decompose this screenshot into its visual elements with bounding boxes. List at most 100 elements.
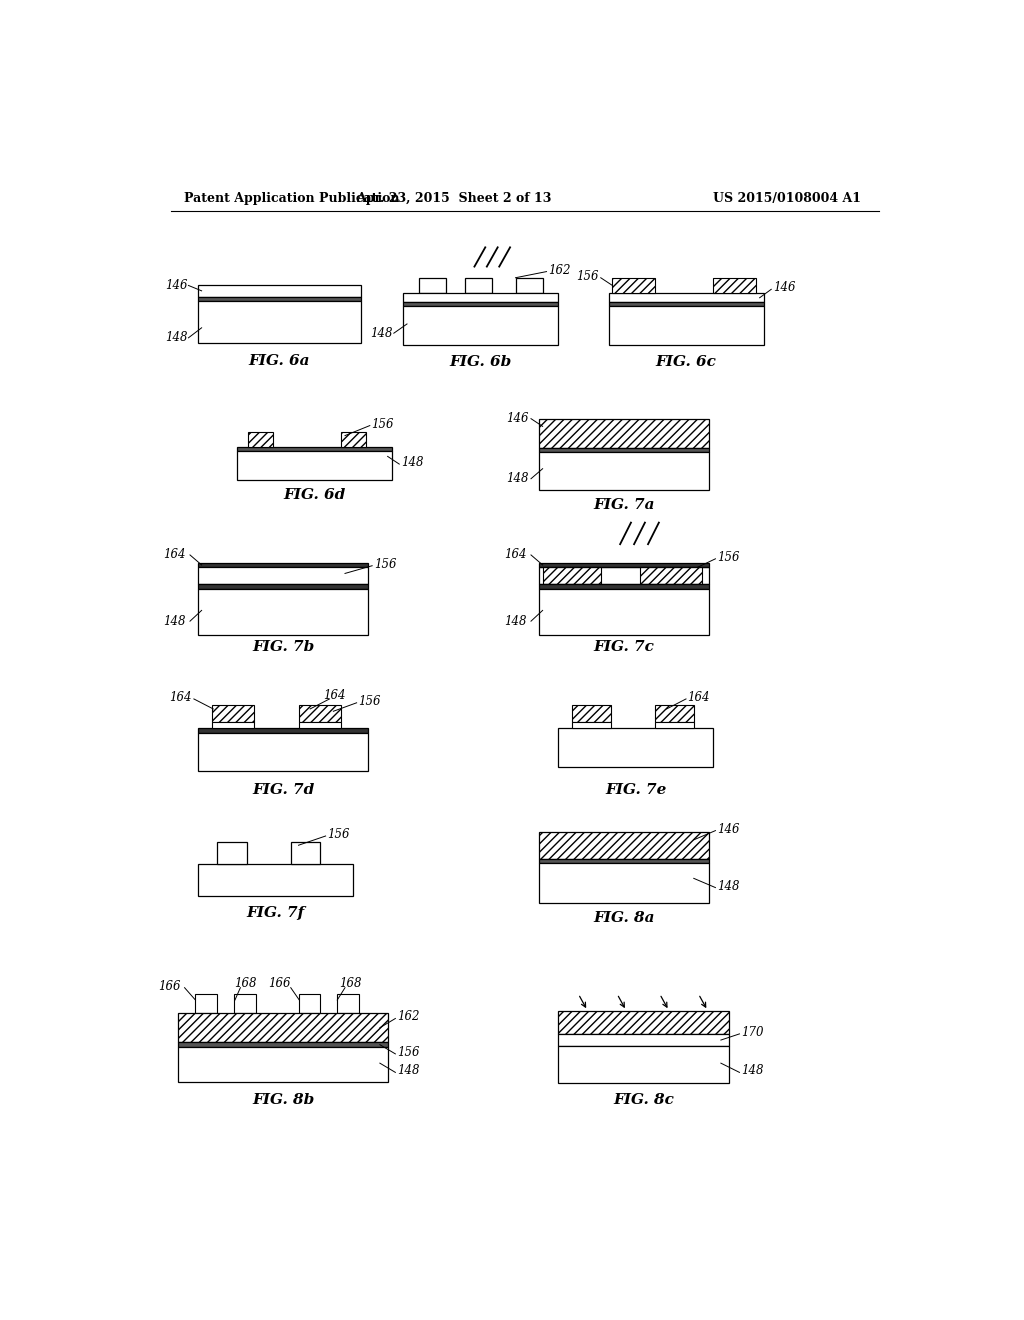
Bar <box>539 585 710 589</box>
Bar <box>178 1047 388 1081</box>
Bar <box>558 1047 729 1084</box>
Text: 148: 148 <box>164 615 186 628</box>
Bar <box>198 562 369 568</box>
Bar <box>539 859 710 863</box>
Bar <box>403 302 558 306</box>
Bar <box>539 568 710 585</box>
Bar <box>403 306 558 345</box>
Text: 148: 148 <box>397 1064 420 1077</box>
Bar <box>341 432 366 447</box>
Bar <box>198 568 369 585</box>
Bar <box>178 1043 388 1047</box>
Text: FIG. 7f: FIG. 7f <box>246 906 304 920</box>
Bar <box>198 729 369 733</box>
Text: 164: 164 <box>324 689 346 702</box>
Bar <box>419 277 445 293</box>
Bar <box>465 277 493 293</box>
Bar <box>539 832 710 859</box>
Text: 146: 146 <box>773 281 796 294</box>
Bar <box>539 451 710 490</box>
Bar <box>212 722 254 729</box>
Bar <box>539 589 710 635</box>
Text: 170: 170 <box>741 1026 764 1039</box>
Text: FIG. 7d: FIG. 7d <box>252 783 314 797</box>
Bar <box>608 293 764 302</box>
Text: 148: 148 <box>741 1064 764 1077</box>
Bar <box>299 994 321 1014</box>
Bar <box>539 447 710 451</box>
Bar <box>572 705 611 722</box>
Text: 164: 164 <box>687 690 710 704</box>
Text: FIG. 7b: FIG. 7b <box>252 640 314 655</box>
Text: 168: 168 <box>234 977 257 990</box>
Text: 156: 156 <box>372 417 394 430</box>
Bar <box>212 705 254 722</box>
Text: 156: 156 <box>397 1045 420 1059</box>
Text: Patent Application Publication: Patent Application Publication <box>183 191 399 205</box>
Text: 148: 148 <box>506 473 528 486</box>
Text: 156: 156 <box>717 550 739 564</box>
Bar <box>640 568 701 585</box>
Text: Apr. 23, 2015  Sheet 2 of 13: Apr. 23, 2015 Sheet 2 of 13 <box>355 191 551 205</box>
Bar <box>237 451 391 480</box>
Bar <box>558 1011 729 1034</box>
Bar <box>608 302 764 306</box>
Text: 148: 148 <box>165 331 187 345</box>
Bar <box>291 842 321 863</box>
Text: FIG. 6a: FIG. 6a <box>249 354 310 368</box>
Bar <box>299 722 341 729</box>
Bar <box>608 306 764 345</box>
Bar <box>234 994 256 1014</box>
Text: 156: 156 <box>374 557 396 570</box>
Bar <box>178 1014 388 1043</box>
Text: 156: 156 <box>358 694 381 708</box>
Bar <box>713 277 756 293</box>
Text: FIG. 7e: FIG. 7e <box>605 783 667 797</box>
Bar <box>612 277 655 293</box>
Bar <box>237 447 391 451</box>
Text: FIG. 7a: FIG. 7a <box>593 498 654 512</box>
Text: 162: 162 <box>548 264 570 277</box>
Bar <box>248 432 273 447</box>
Text: 164: 164 <box>505 548 527 561</box>
Bar <box>572 722 611 729</box>
Bar <box>198 301 360 343</box>
Text: FIG. 6b: FIG. 6b <box>450 355 512 370</box>
Bar <box>196 994 217 1014</box>
Text: 146: 146 <box>717 822 739 836</box>
Text: 146: 146 <box>506 412 528 425</box>
Text: 156: 156 <box>328 828 349 841</box>
Bar <box>655 722 693 729</box>
Bar <box>558 1034 729 1047</box>
Text: 164: 164 <box>169 690 191 704</box>
Bar <box>217 842 247 863</box>
Bar <box>543 568 601 585</box>
Bar <box>198 733 369 771</box>
Bar <box>655 705 693 722</box>
Text: 156: 156 <box>575 269 598 282</box>
Text: 168: 168 <box>339 977 361 990</box>
Bar <box>337 994 359 1014</box>
Text: 166: 166 <box>159 979 180 993</box>
Text: 148: 148 <box>505 615 527 628</box>
Text: 148: 148 <box>717 879 739 892</box>
Bar <box>403 293 558 302</box>
Text: FIG. 7c: FIG. 7c <box>594 640 654 655</box>
Bar <box>198 863 352 896</box>
Bar <box>198 585 369 589</box>
Text: FIG. 6d: FIG. 6d <box>283 488 345 502</box>
Text: US 2015/0108004 A1: US 2015/0108004 A1 <box>713 191 861 205</box>
Text: 148: 148 <box>371 326 393 339</box>
Text: 162: 162 <box>397 1010 420 1023</box>
Bar <box>539 418 710 447</box>
Bar <box>539 863 710 903</box>
Bar <box>198 297 360 301</box>
Text: FIG. 8c: FIG. 8c <box>613 1093 674 1107</box>
Bar <box>539 562 710 568</box>
Text: 166: 166 <box>268 977 291 990</box>
Text: 164: 164 <box>164 548 186 561</box>
Text: FIG. 8a: FIG. 8a <box>593 911 654 925</box>
Text: 146: 146 <box>165 279 187 292</box>
Bar <box>558 729 713 767</box>
Bar <box>198 285 360 297</box>
